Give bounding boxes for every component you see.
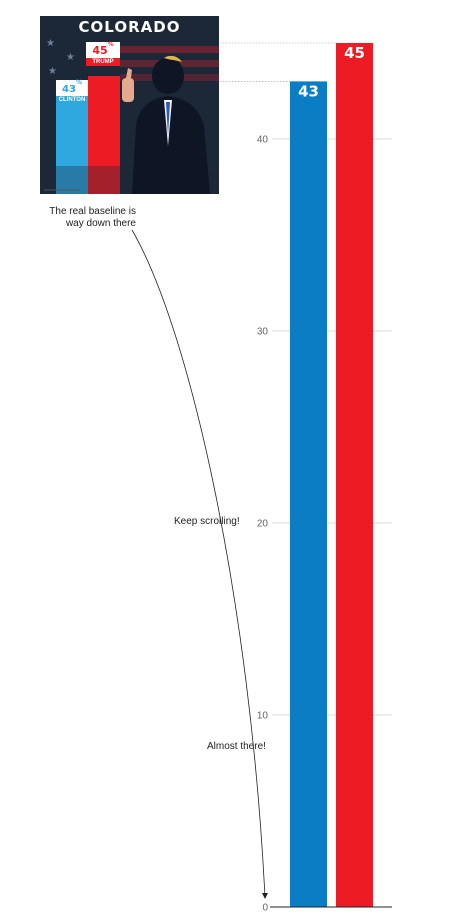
data-labels: 43 45 <box>298 44 365 100</box>
arrow-head-icon <box>262 893 268 899</box>
reference-lines <box>220 42 336 82</box>
svg-text:★: ★ <box>66 52 75 63</box>
poster-trump-number: 45 <box>92 44 108 57</box>
poster-clinton-pct: % <box>75 79 82 86</box>
almost-there-note: Almost there! <box>207 741 266 752</box>
poster-clinton-value: 43% <box>62 80 82 95</box>
baseline-note-line1: The real baseline is <box>49 206 136 217</box>
poster-trump-value: 45% <box>92 41 114 57</box>
poster-clinton-box: 43% CLINTON <box>56 80 88 104</box>
flag-stripes: ★ ★ ★ ★ <box>40 16 219 194</box>
y-tick-label-20: 20 <box>257 519 269 530</box>
y-axis-ticks: 0 10 20 30 40 <box>257 135 269 914</box>
bar-value-label-trump: 45 <box>344 44 365 62</box>
y-tick-label-0: 0 <box>262 903 268 914</box>
poster-clinton-number: 43 <box>62 84 76 95</box>
annotation-arrow <box>131 229 266 898</box>
y-tick-label-40: 40 <box>257 135 269 146</box>
poster-state-title: COLORADO <box>78 18 181 36</box>
person-silhouette <box>132 58 210 194</box>
svg-text:★: ★ <box>48 66 57 77</box>
y-tick-label-30: 30 <box>257 327 269 338</box>
keep-scrolling-note: Keep scrolling! <box>174 516 240 527</box>
poster-trump-pct: % <box>107 41 114 48</box>
bar-trump <box>336 43 373 907</box>
bars <box>290 43 373 907</box>
baseline-note-line2: way down there <box>65 218 136 229</box>
bar-value-label-clinton: 43 <box>298 82 319 100</box>
svg-text:★: ★ <box>46 38 55 49</box>
y-tick-label-10: 10 <box>257 711 269 722</box>
poster-image: ★ ★ ★ ★ COLORADO 45% TRUMP 43% CLINTON <box>40 16 219 194</box>
bar-clinton <box>290 81 327 907</box>
poster-trump-name: TRUMP <box>86 58 120 66</box>
baseline-note: The real baseline is way down there <box>44 206 136 230</box>
poster-trump-box: 45% TRUMP <box>86 42 120 66</box>
poster-clinton-name: CLINTON <box>56 96 88 104</box>
